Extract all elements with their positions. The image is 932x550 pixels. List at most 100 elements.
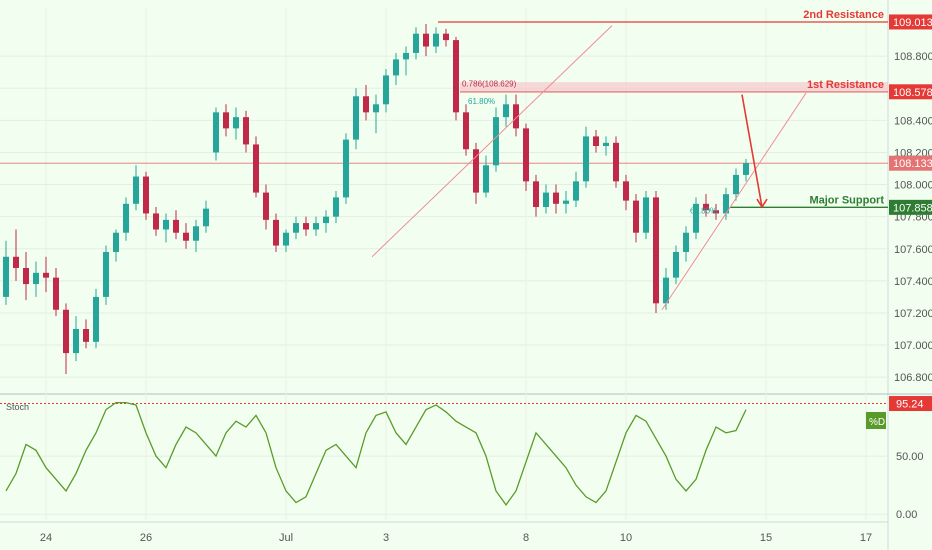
candle[interactable] — [483, 155, 489, 198]
time-tick-label: Jul — [279, 532, 293, 544]
candle[interactable] — [573, 171, 579, 208]
candle[interactable] — [323, 210, 329, 233]
candle[interactable] — [693, 197, 699, 240]
candle-body — [463, 112, 469, 150]
candle[interactable] — [303, 216, 309, 236]
candle-body — [643, 197, 649, 233]
candle[interactable] — [313, 216, 319, 236]
candle[interactable] — [713, 203, 719, 220]
candle[interactable] — [243, 110, 249, 153]
price-tick-label: 107.200 — [894, 308, 932, 320]
candle[interactable] — [543, 184, 549, 214]
major-support-price-tag: 107.858 — [889, 199, 932, 215]
candle[interactable] — [733, 168, 739, 201]
candle[interactable] — [503, 94, 509, 127]
candle[interactable] — [283, 229, 289, 252]
candle[interactable] — [353, 88, 359, 150]
candle[interactable] — [603, 136, 609, 156]
candle-body — [583, 136, 589, 182]
candle[interactable] — [523, 123, 529, 191]
candle[interactable] — [23, 251, 29, 301]
candle[interactable] — [383, 68, 389, 113]
candle[interactable] — [743, 158, 749, 182]
candle[interactable] — [123, 197, 129, 241]
candle[interactable] — [653, 190, 659, 313]
candle[interactable] — [373, 94, 379, 134]
fib-618-annotation-top: 61.80% — [468, 97, 495, 106]
candle[interactable] — [613, 136, 619, 188]
stoch-legend-badge: %D — [866, 412, 886, 429]
candle[interactable] — [3, 240, 9, 305]
candle[interactable] — [193, 219, 199, 252]
candle[interactable] — [293, 216, 299, 240]
candle[interactable] — [673, 245, 679, 285]
candle[interactable] — [103, 245, 109, 305]
candle[interactable] — [443, 28, 449, 47]
candle[interactable] — [403, 46, 409, 76]
candle[interactable] — [223, 104, 229, 137]
candle[interactable] — [413, 27, 419, 60]
candle[interactable] — [253, 136, 259, 198]
candle[interactable] — [343, 133, 349, 204]
candle[interactable] — [93, 288, 99, 349]
candle[interactable] — [433, 27, 439, 53]
candle[interactable] — [273, 213, 279, 252]
candle[interactable] — [643, 190, 649, 240]
candle-body — [653, 197, 659, 304]
candle[interactable] — [463, 104, 469, 156]
candle[interactable] — [703, 194, 709, 217]
candle[interactable] — [163, 213, 169, 243]
candle[interactable] — [233, 107, 239, 140]
candle-body — [143, 176, 149, 214]
stoch-d-line[interactable] — [5, 401, 747, 507]
candle[interactable] — [723, 187, 729, 220]
candle[interactable] — [213, 107, 219, 161]
candle-body — [553, 192, 559, 204]
candle[interactable] — [183, 223, 189, 249]
candle[interactable] — [393, 52, 399, 86]
candle[interactable] — [143, 171, 149, 220]
candle[interactable] — [63, 303, 69, 374]
candle[interactable] — [683, 226, 689, 262]
candle-body — [623, 181, 629, 201]
candle[interactable] — [593, 129, 599, 153]
stoch-pane-title: Stoch — [6, 402, 29, 412]
candle[interactable] — [493, 107, 499, 172]
candle[interactable] — [263, 184, 269, 230]
candle[interactable] — [83, 319, 89, 349]
candle-body — [523, 128, 529, 182]
candle-body — [593, 136, 599, 147]
candle-body — [153, 213, 159, 230]
candle[interactable] — [203, 200, 209, 233]
stoch-d-series[interactable] — [5, 401, 747, 507]
candle[interactable] — [73, 316, 79, 362]
candle[interactable] — [363, 85, 369, 121]
candle[interactable] — [513, 94, 519, 137]
candle[interactable] — [13, 229, 19, 281]
first-resistance-zone — [460, 82, 888, 92]
candle[interactable] — [533, 174, 539, 217]
candle[interactable] — [663, 268, 669, 310]
candle[interactable] — [623, 174, 629, 211]
candle[interactable] — [333, 190, 339, 224]
candle-body — [33, 272, 39, 285]
candle[interactable] — [633, 194, 639, 243]
candle[interactable] — [113, 229, 119, 262]
candle-body — [633, 200, 639, 233]
candle[interactable] — [453, 36, 459, 121]
candle[interactable] — [583, 126, 589, 188]
candle[interactable] — [153, 207, 159, 236]
candle[interactable] — [553, 184, 559, 214]
candle[interactable] — [133, 165, 139, 211]
candle[interactable] — [173, 210, 179, 240]
candle[interactable] — [43, 256, 49, 293]
candle[interactable] — [53, 268, 59, 317]
drawing-tools[interactable] — [371, 25, 807, 311]
candle[interactable] — [563, 190, 569, 214]
candlestick-series[interactable] — [3, 24, 749, 374]
candle[interactable] — [33, 261, 39, 297]
candle[interactable] — [423, 24, 429, 57]
price-tick-label: 107.600 — [894, 244, 932, 256]
candle[interactable] — [473, 142, 479, 204]
